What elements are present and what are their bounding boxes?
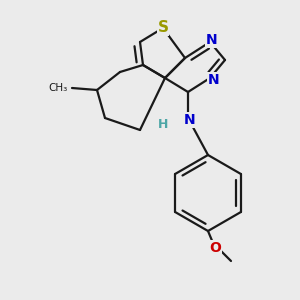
Text: O: O [209, 241, 221, 255]
Text: S: S [158, 20, 169, 35]
Text: H: H [158, 118, 168, 131]
Text: N: N [206, 33, 218, 47]
Text: CH₃: CH₃ [49, 83, 68, 93]
Text: N: N [208, 73, 220, 87]
Text: N: N [184, 113, 196, 127]
